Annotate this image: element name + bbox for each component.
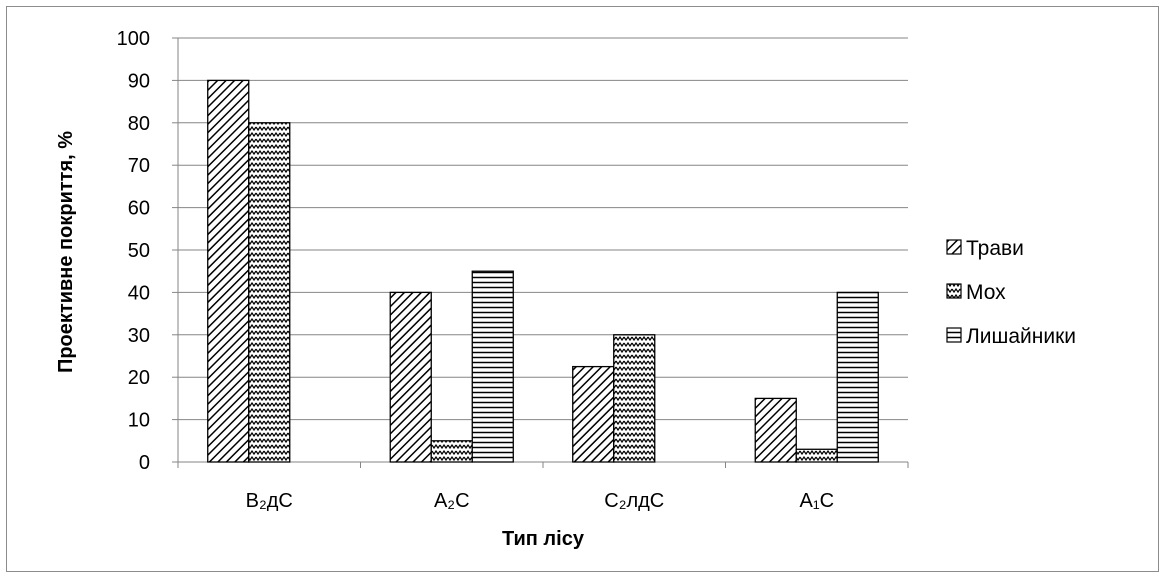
bar-diagonal-hatch-1 [389, 291, 432, 463]
legend-swatch [946, 239, 962, 255]
bar-horizontal-lines-3 [836, 291, 879, 463]
x-tick-label: B₂дС [246, 490, 293, 512]
y-tick-label: 30 [128, 325, 150, 347]
bar-zigzag-2 [613, 334, 656, 463]
bar-zigzag-3 [795, 448, 838, 463]
bar-horizontal-lines-1 [471, 270, 514, 463]
y-tick-label: 100 [117, 28, 150, 50]
y-tick-label: 80 [128, 113, 150, 135]
y-tick-label: 60 [128, 198, 150, 220]
y-tick-label: 40 [128, 282, 150, 304]
legend-swatch [946, 327, 962, 343]
bar-diagonal-hatch-0 [207, 79, 250, 463]
bar-diagonal-hatch-3 [754, 397, 797, 463]
x-tick-label: A₂C [434, 490, 470, 512]
y-tick-label: 20 [128, 367, 150, 389]
x-tick-labels: B₂дС A₂C C₂лдС A₁C [246, 490, 834, 512]
bar-diagonal-hatch-2 [572, 365, 615, 463]
chart-frame [6, 6, 1159, 572]
y-tick-label: 0 [139, 452, 150, 474]
y-axis-title: Проективне покриття, % [55, 131, 77, 373]
legend-swatch [946, 283, 962, 299]
legend: Трави Мох Лишайники [946, 237, 1076, 348]
bar-zigzag-0 [248, 122, 291, 463]
x-tick-label: A₁C [799, 490, 834, 512]
x-axis-title: Тип лісу [502, 528, 585, 550]
legend-label: Мох [966, 281, 1006, 304]
x-tick-label: C₂лдС [604, 490, 664, 512]
y-tick-label: 50 [128, 240, 150, 262]
y-tick-label: 70 [128, 155, 150, 177]
bar-zigzag-1 [430, 440, 473, 463]
y-tick-label: 90 [128, 70, 150, 92]
y-tick-label: 10 [128, 410, 150, 432]
legend-label: Лишайники [966, 325, 1076, 348]
y-tick-labels: 0 10 20 30 40 50 60 70 80 90 100 [117, 28, 150, 474]
legend-label: Трави [966, 237, 1024, 260]
bars [207, 79, 879, 463]
